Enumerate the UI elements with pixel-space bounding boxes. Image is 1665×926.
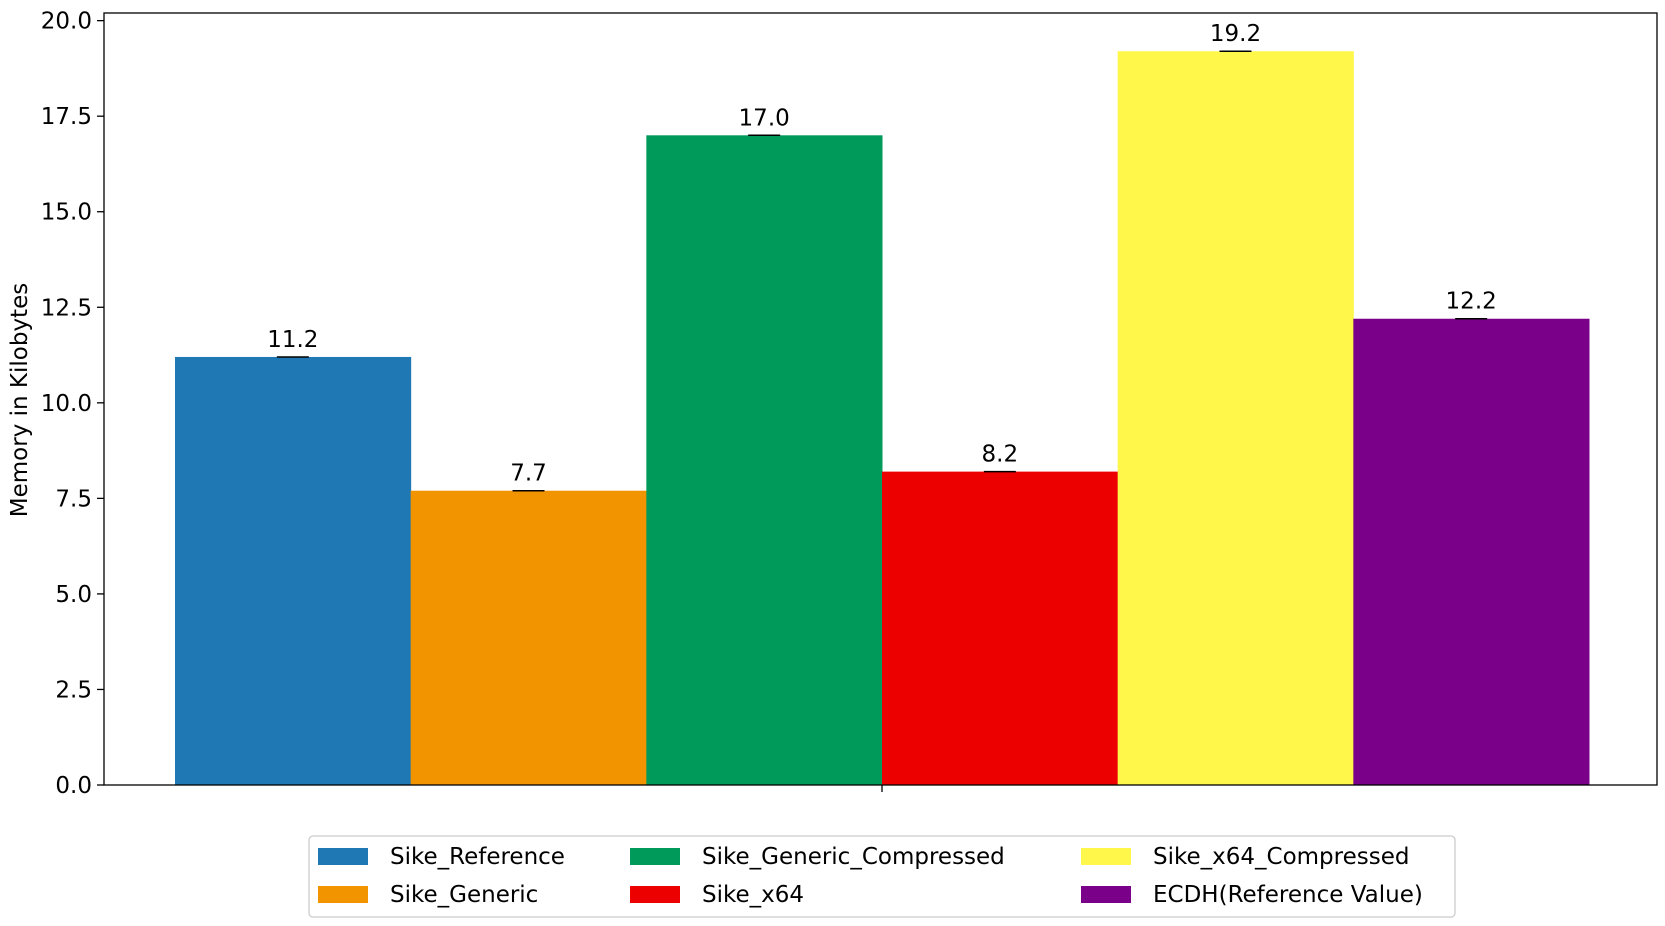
- bar-value-label-1: 7.7: [510, 461, 547, 487]
- legend-label-3: Sike_x64: [702, 882, 804, 908]
- legend-swatch-4: [1081, 848, 1131, 865]
- y-axis-label: Memory in Kilobytes: [7, 283, 33, 517]
- error-caps-group: [276, 50, 1488, 492]
- legend: Sike_Reference Sike_Generic Sike_Generic_C…: [308, 835, 1456, 918]
- y-tick-label-4: 10.0: [41, 391, 92, 417]
- y-tick-label-8: 20.0: [41, 9, 92, 35]
- bar-1: [410, 490, 647, 785]
- bar-value-label-5: 12.2: [1446, 289, 1497, 315]
- y-tick-label-5: 12.5: [41, 295, 92, 321]
- legend-swatch-1: [318, 886, 368, 903]
- y-tick-label-1: 2.5: [55, 677, 92, 703]
- plot-frame: [103, 12, 1658, 786]
- legend-label-1: Sike_Generic: [390, 882, 538, 908]
- bar-2: [646, 135, 883, 786]
- y-tick-label-7: 17.5: [41, 104, 92, 130]
- bar-value-label-4: 19.2: [1210, 21, 1261, 47]
- bar-value-label-0: 11.2: [267, 327, 318, 353]
- bar-4: [1117, 51, 1354, 785]
- legend-label-4: Sike_x64_Compressed: [1153, 844, 1409, 870]
- bar-value-label-2: 17.0: [739, 105, 790, 131]
- y-tick-label-0: 0.0: [55, 773, 92, 799]
- legend-label-0: Sike_Reference: [390, 844, 565, 870]
- legend-swatch-5: [1081, 886, 1131, 903]
- bar-labels-group: 11.2 7.7 17.0 8.2 19.2 12.2: [267, 21, 1497, 487]
- bars-group: [175, 51, 1590, 786]
- y-axis: 0.0 2.5 5.0 7.5 10.0 12.5 15.0 17.5 20.0: [41, 9, 104, 799]
- legend-swatch-0: [318, 848, 368, 865]
- y-tick-label-3: 7.5: [55, 486, 92, 512]
- legend-box: [308, 835, 1456, 918]
- legend-swatch-2: [630, 848, 680, 865]
- legend-label-5: ECDH(Reference Value): [1153, 882, 1423, 908]
- bar-3: [882, 471, 1119, 785]
- y-tick-label-2: 5.0: [55, 582, 92, 608]
- bar-value-label-3: 8.2: [982, 442, 1019, 468]
- legend-label-2: Sike_Generic_Compressed: [702, 844, 1005, 870]
- legend-swatch-3: [630, 886, 680, 903]
- y-tick-label-6: 15.0: [41, 200, 92, 226]
- bar-5: [1353, 318, 1590, 785]
- bar-0: [175, 356, 412, 785]
